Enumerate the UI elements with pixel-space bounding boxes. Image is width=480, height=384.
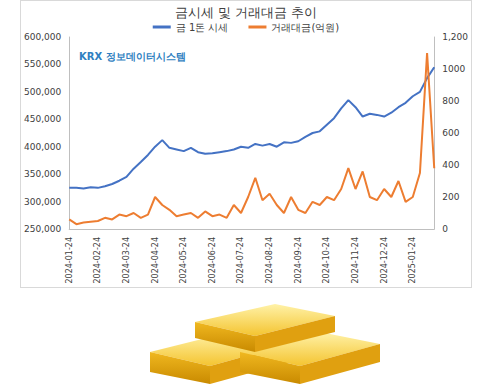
svg-text:800: 800 [442,96,459,106]
svg-text:2024-06-24: 2024-06-24 [208,237,217,284]
svg-text:2024-08-24: 2024-08-24 [265,237,274,284]
svg-text:2024-07-24: 2024-07-24 [236,237,245,284]
svg-text:2024-12-24: 2024-12-24 [380,237,389,284]
svg-text:2024-09-24: 2024-09-24 [294,237,303,284]
svg-text:1000: 1000 [442,64,465,74]
svg-text:550,000: 550,000 [24,59,61,69]
svg-text:KRX 정보데이터시스템: KRX 정보데이터시스템 [79,51,186,62]
svg-text:금시세 및 거래대금 추이: 금시세 및 거래대금 추이 [175,5,317,20]
svg-text:0: 0 [442,224,448,234]
svg-text:300,000: 300,000 [24,197,61,207]
svg-text:금 1돈 시세: 금 1돈 시세 [176,22,229,33]
svg-text:2024-01-24: 2024-01-24 [65,237,74,284]
svg-text:500,000: 500,000 [24,87,61,97]
svg-text:450,000: 450,000 [24,114,61,124]
svg-text:2024-10-24: 2024-10-24 [322,237,331,284]
svg-text:350,000: 350,000 [24,169,61,179]
svg-text:600: 600 [442,128,459,138]
svg-text:2024-02-24: 2024-02-24 [93,237,102,284]
svg-text:200: 200 [442,192,459,202]
svg-text:250,000: 250,000 [24,224,61,234]
svg-text:2024-11-24: 2024-11-24 [351,237,360,284]
svg-text:2025-01-24: 2025-01-24 [408,237,417,284]
svg-text:400,000: 400,000 [24,142,61,152]
svg-text:2024-04-24: 2024-04-24 [151,237,160,284]
svg-text:2024-05-24: 2024-05-24 [179,237,188,284]
svg-text:1,200: 1,200 [442,32,468,42]
svg-text:400: 400 [442,160,459,170]
svg-text:2024-03-24: 2024-03-24 [122,237,131,284]
svg-text:거래대금(억원): 거래대금(억원) [271,22,339,33]
svg-text:600,000: 600,000 [24,32,61,42]
